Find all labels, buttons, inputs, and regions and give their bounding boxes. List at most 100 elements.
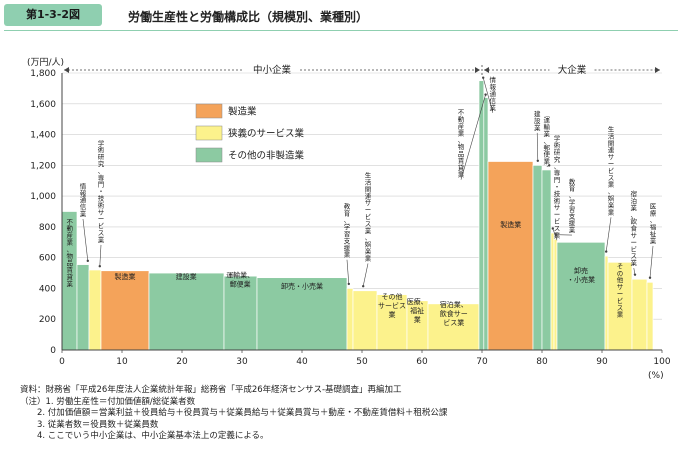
figure-number-badge: 第1-3-2図 [4, 4, 102, 26]
bar-narrow_service [352, 290, 378, 351]
legend-swatch [195, 103, 223, 119]
legend-label: 製造業 [228, 106, 257, 118]
callout-leader [605, 217, 612, 252]
bar-label: 製造業 [500, 220, 521, 229]
bar-label: 不動産業、物品賃貸業 [67, 218, 74, 288]
legend-swatch [195, 125, 223, 141]
bar-narrow_service [550, 232, 555, 351]
callout-leader [99, 244, 102, 267]
callout-leader [649, 245, 654, 278]
bar-label-callout: 生活関連サービス業、娯楽業 [365, 171, 372, 263]
callout-dot [347, 282, 350, 286]
note-line: 3. 従業者数＝役員数＋従業員数 [20, 419, 159, 430]
callout-dot [86, 259, 90, 263]
bar-label: 建設業 [176, 272, 197, 281]
bars-layer [61, 80, 654, 351]
bar-narrow_service [376, 294, 408, 351]
x-tick-label: 20 [176, 357, 188, 367]
bar-other [483, 97, 489, 351]
callout-dot [98, 265, 102, 268]
y-tick-label: 200 [39, 315, 56, 325]
callout-dot [362, 285, 365, 288]
note-line: 2. 付加価値額＝営業利益＋役員給与＋役員賞与＋従業員給与＋従業員賞与＋動産・不… [20, 408, 448, 419]
callout-leader [82, 218, 89, 261]
bar-other [478, 80, 485, 351]
y-tick-label: 1,800 [30, 69, 56, 79]
y-tick-label: 1,600 [30, 100, 56, 110]
callout-dot [484, 93, 487, 96]
bar-other [556, 241, 606, 351]
bar-narrow_service [631, 278, 648, 351]
x-tick-label: 30 [236, 357, 248, 367]
x-tick-label: 70 [476, 357, 488, 367]
bar-other [223, 275, 258, 351]
x-tick-label: 60 [416, 357, 428, 367]
y-tick-label: 1,000 [30, 192, 56, 202]
bar-label: 製造業 [115, 272, 136, 281]
y-tick-label: 1,200 [30, 161, 56, 171]
bar-label-callout: 学術研究、専門・技術サービス業 [98, 138, 105, 244]
bar-label-callout: 情報通信業 [490, 75, 497, 112]
note-line: （注）1. 労働生産性＝付加価値額/総従業者数 [20, 396, 196, 407]
x-tick-label: 40 [296, 357, 308, 367]
bar-narrow_service [88, 269, 102, 351]
bar-label: 卸売・小売業 [567, 266, 595, 284]
x-tick-label: 0 [59, 357, 65, 367]
callout-dot [536, 159, 539, 162]
y-tick-label: 400 [39, 284, 56, 294]
bar-label: 医療、福祉業 [407, 297, 428, 324]
legend-swatch [195, 147, 223, 163]
callout-dot [554, 233, 557, 236]
bar-manufacturing [100, 270, 150, 351]
legend-label: 狭義のサービス業 [228, 128, 305, 140]
y-tick-label: 1,400 [30, 131, 56, 141]
group-label: 大企業 [558, 64, 587, 76]
y-tick-label: 600 [39, 254, 56, 264]
bar-label: 運輸業、郵便業 [226, 271, 254, 289]
bar-label-callout: 不動産業、物品賃貸業 [458, 109, 465, 179]
source-notes: 資料：財務省「平成26年度法人企業統計年報」総務省「平成26年経済センサス-基礎… [20, 385, 447, 443]
y-tick-label: 800 [39, 223, 56, 233]
bar-label-callout: 医療、福祉業 [650, 202, 657, 245]
bar-label: 宿泊業、飲食サービス業 [440, 300, 468, 327]
group-arrow-head [64, 67, 69, 73]
callout-leader [536, 132, 539, 161]
callout-leader [362, 263, 369, 287]
productivity-marimekko-chart: 0 200 400 600 800 1,000 1,200 1,400 1,600 1,800 0 1… [27, 57, 671, 381]
y-tick-label: 0 [50, 346, 56, 356]
bar-narrow_service [427, 303, 480, 351]
bar-label-callout: 情報通信業 [80, 181, 87, 218]
callout-dot [605, 250, 608, 253]
bar-label: その他サービス業 [378, 292, 406, 319]
bar-other [532, 164, 543, 351]
bar-label-callout: 学術研究、専門・技術サービス業 [554, 134, 561, 240]
callout-dot [633, 273, 637, 276]
y-axis-unit-label: (万円/人) [27, 57, 64, 68]
callout-leader [482, 77, 494, 113]
bar-narrow_service [346, 288, 354, 351]
bar-label-callout: 運輸業、郵便業 [544, 115, 551, 165]
bar-label-callout: 生活関連サービス業、娯楽業 [608, 124, 615, 216]
bar-label-callout: 教育、学習支援業 [569, 177, 576, 234]
bar-label: その他サービス業 [617, 262, 624, 318]
bar-narrow_service [646, 281, 654, 351]
title-divider [4, 30, 678, 31]
x-tick-label: 10 [116, 357, 128, 367]
bar-narrow_service [553, 238, 558, 351]
callout-dot [548, 164, 551, 167]
note-line: 4. ここでいう中小企業は、中小企業基本法上の定義による。 [20, 431, 269, 442]
callout-leader [460, 94, 486, 180]
bar-other [256, 277, 348, 351]
bar-manufacturing [487, 161, 534, 351]
bar-other [76, 264, 90, 351]
callout-leader [346, 259, 350, 284]
bar-label: 卸売・小売業 [281, 281, 323, 290]
group-arrow-head [475, 67, 480, 73]
callout-dot [648, 276, 652, 279]
callout-dot [551, 227, 554, 230]
group-arrow-head [655, 67, 660, 73]
x-tick-label: 100 [653, 357, 670, 367]
figure-title: 労働生産性と労働構成比（規模別、業種別） [128, 10, 369, 24]
